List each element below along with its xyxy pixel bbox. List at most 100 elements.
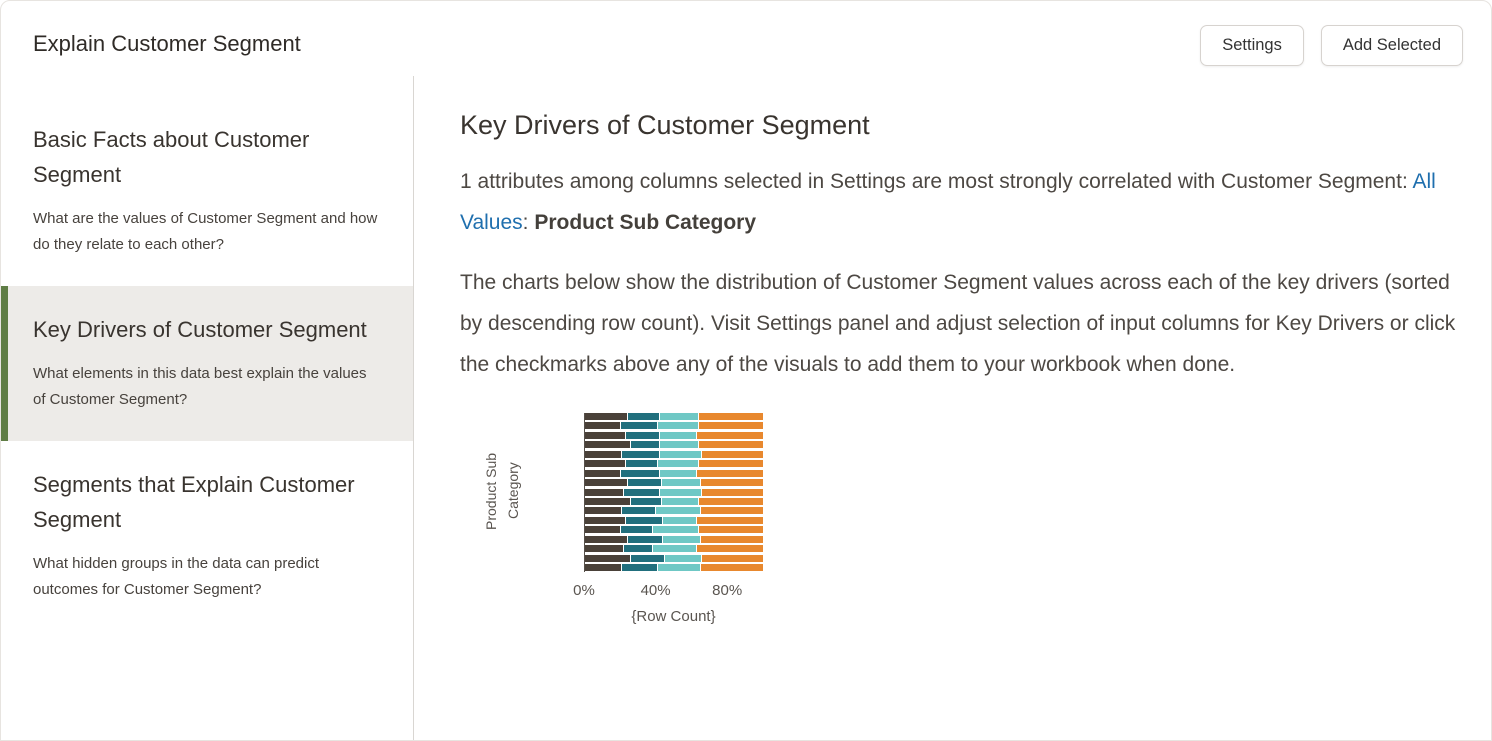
bar-segment xyxy=(661,497,699,505)
summary-text: 1 attributes among columns selected in S… xyxy=(460,170,1413,193)
content: Basic Facts about Customer Segment What … xyxy=(1,76,1491,740)
page-title: Explain Customer Segment xyxy=(33,31,301,56)
bar-segment xyxy=(702,488,763,496)
bar-row xyxy=(585,479,763,487)
bar-segment xyxy=(627,413,660,420)
settings-button[interactable]: Settings xyxy=(1200,25,1304,66)
add-selected-button[interactable]: Add Selected xyxy=(1320,25,1463,66)
key-drivers-summary: 1 attributes among columns selected in S… xyxy=(460,161,1473,243)
chart-plot: 0% 40% 80% {Row Count} xyxy=(573,413,763,625)
bar-segment xyxy=(659,413,699,420)
bar-row xyxy=(585,469,763,477)
bar-segment xyxy=(585,479,628,487)
bar-segment xyxy=(585,469,621,477)
bar-segment xyxy=(702,554,763,562)
sidebar-item-basic-facts[interactable]: Basic Facts about Customer Segment What … xyxy=(1,96,413,286)
bar-segment xyxy=(659,488,703,496)
bar-segment xyxy=(620,422,658,430)
bar-segment xyxy=(657,422,699,430)
bar-segment xyxy=(624,545,653,553)
bar-segment xyxy=(700,564,763,571)
bar-segment xyxy=(585,526,621,534)
bar-segment xyxy=(585,545,625,553)
bar-segment xyxy=(625,431,660,439)
bar-segment xyxy=(652,526,699,534)
bar-row xyxy=(585,554,763,562)
bar-row xyxy=(585,488,763,496)
chart-x-axis-label: {Row Count} xyxy=(631,608,716,625)
bar-row xyxy=(585,441,763,449)
bar-segment xyxy=(585,564,623,571)
driver-name: Product Sub Category xyxy=(534,211,757,234)
bar-segment xyxy=(620,469,660,477)
bar-segment xyxy=(698,460,763,468)
bar-row xyxy=(585,431,763,439)
all-values-link[interactable]: All Values xyxy=(460,170,1436,234)
x-tick-label: 80% xyxy=(712,582,743,599)
bar-segment xyxy=(585,413,628,420)
sidebar-item-key-drivers[interactable]: Key Drivers of Customer Segment What ele… xyxy=(1,286,413,441)
bar-segment xyxy=(697,545,763,553)
bar-segment xyxy=(585,488,625,496)
bar-row xyxy=(585,564,763,571)
bar-segment xyxy=(585,450,623,458)
key-drivers-description: The charts below show the distribution o… xyxy=(460,271,1456,376)
bar-segment xyxy=(697,469,763,477)
bar-segment xyxy=(698,441,763,449)
bar-segment xyxy=(659,469,698,477)
bar-segment xyxy=(652,545,698,553)
sidebar-item-segments[interactable]: Segments that Explain Customer Segment W… xyxy=(1,441,413,631)
main-panel: Key Drivers of Customer Segment 1 attrib… xyxy=(414,76,1491,740)
bar-segment xyxy=(698,526,763,534)
bar-segment xyxy=(657,564,701,571)
sidebar-item-description: What elements in this data best explain … xyxy=(33,365,367,408)
bar-segment xyxy=(585,507,623,515)
bar-segment xyxy=(585,535,628,543)
bar-segment xyxy=(622,450,660,458)
bar-segment xyxy=(627,535,664,543)
bar-segment xyxy=(585,460,626,468)
bar-segment xyxy=(585,516,626,524)
bar-segment xyxy=(659,431,698,439)
bar-row xyxy=(585,497,763,505)
bar-row xyxy=(585,535,763,543)
bar-segment xyxy=(700,479,763,487)
bar-segment xyxy=(631,441,660,449)
bar-segment xyxy=(697,431,763,439)
bar-segment xyxy=(622,564,658,571)
bar-segment xyxy=(625,516,664,524)
bar-segment xyxy=(700,507,763,515)
bar-row xyxy=(585,507,763,515)
bar-row xyxy=(585,413,763,420)
bar-segment xyxy=(631,554,666,562)
bar-segment xyxy=(698,497,763,505)
chart-bars xyxy=(584,413,763,572)
bar-segment xyxy=(622,507,657,515)
bar-segment xyxy=(665,554,703,562)
bar-row xyxy=(585,422,763,430)
key-driver-chart[interactable]: Product Sub Category 0% 40% 80% {Row Count… xyxy=(480,413,1473,625)
bar-segment xyxy=(663,516,698,524)
bar-segment xyxy=(659,441,699,449)
bar-segment xyxy=(659,450,703,458)
chart-y-axis-label: Product Sub Category xyxy=(483,452,521,530)
main-heading: Key Drivers of Customer Segment xyxy=(460,110,870,140)
bar-segment xyxy=(620,526,653,534)
sidebar-item-description: What hidden groups in the data can predi… xyxy=(33,555,320,598)
bar-segment xyxy=(697,516,763,524)
bar-row xyxy=(585,545,763,553)
bar-segment xyxy=(585,431,626,439)
bar-segment xyxy=(631,497,662,505)
bar-segment xyxy=(625,460,658,468)
bar-segment xyxy=(656,507,701,515)
sidebar-item-title: Basic Facts about Customer Segment xyxy=(33,127,310,187)
bar-row xyxy=(585,526,763,534)
bar-row xyxy=(585,450,763,458)
bar-segment xyxy=(700,535,763,543)
bar-segment xyxy=(585,441,632,449)
summary-colon: : xyxy=(522,211,535,234)
header-buttons: Settings Add Selected xyxy=(1200,25,1463,66)
bar-segment xyxy=(657,460,699,468)
bar-segment xyxy=(698,422,763,430)
